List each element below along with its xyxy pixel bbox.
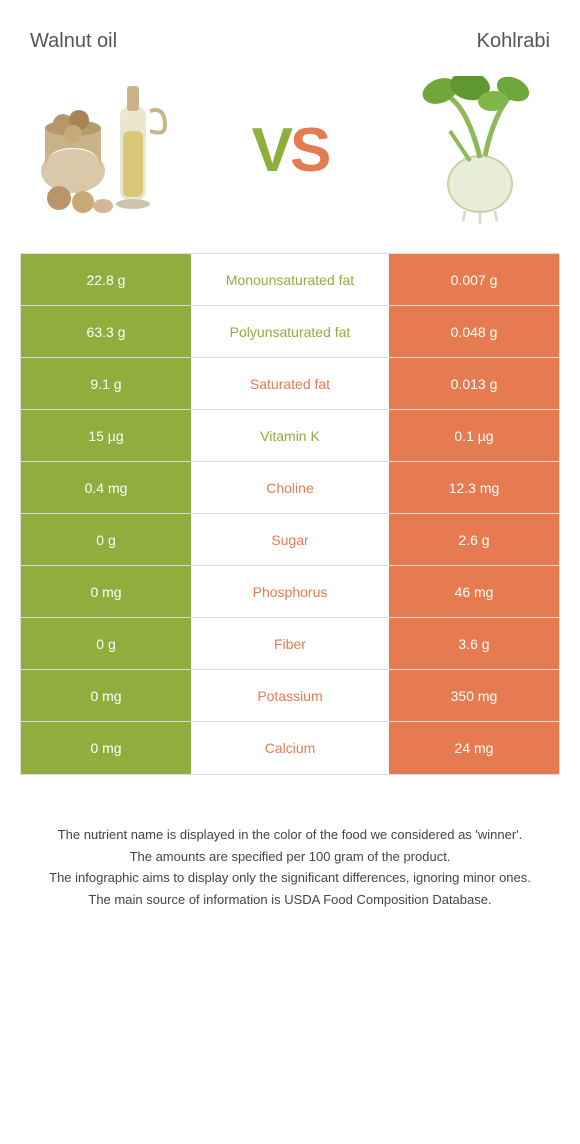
left-value: 0 g — [21, 514, 191, 565]
table-row: 0 mgPotassium350 mg — [21, 670, 559, 722]
table-row: 0.4 mgCholine12.3 mg — [21, 462, 559, 514]
nutrient-label: Saturated fat — [191, 358, 389, 409]
right-value: 0.013 g — [389, 358, 559, 409]
vs-s: S — [290, 116, 328, 185]
right-value: 24 mg — [389, 722, 559, 774]
left-value: 9.1 g — [21, 358, 191, 409]
table-row: 0 mgPhosphorus46 mg — [21, 566, 559, 618]
right-value: 46 mg — [389, 566, 559, 617]
right-value: 12.3 mg — [389, 462, 559, 513]
left-value: 0 mg — [21, 566, 191, 617]
kohlrabi-image — [395, 76, 545, 226]
nutrient-label: Polyunsaturated fat — [191, 306, 389, 357]
vs-label: VS — [252, 115, 329, 186]
table-row: 22.8 gMonounsaturated fat0.007 g — [21, 254, 559, 306]
left-value: 0.4 mg — [21, 462, 191, 513]
right-value: 0.007 g — [389, 254, 559, 305]
title-left: Walnut oil — [30, 30, 290, 53]
table-row: 0 gFiber3.6 g — [21, 618, 559, 670]
title-row: Walnut oil Kohlrabi — [20, 30, 560, 73]
nutrient-label: Calcium — [191, 722, 389, 774]
table-row: 63.3 gPolyunsaturated fat0.048 g — [21, 306, 559, 358]
left-value: 15 µg — [21, 410, 191, 461]
nutrient-label: Potassium — [191, 670, 389, 721]
left-value: 63.3 g — [21, 306, 191, 357]
nutrient-label: Monounsaturated fat — [191, 254, 389, 305]
footnotes: The nutrient name is displayed in the co… — [20, 775, 560, 909]
left-value: 0 g — [21, 618, 191, 669]
nutrient-label: Sugar — [191, 514, 389, 565]
right-value: 350 mg — [389, 670, 559, 721]
walnut-oil-image — [35, 76, 185, 226]
nutrient-label: Phosphorus — [191, 566, 389, 617]
left-value: 22.8 g — [21, 254, 191, 305]
nutrient-label: Vitamin K — [191, 410, 389, 461]
left-value: 0 mg — [21, 722, 191, 774]
footnote-line: The amounts are specified per 100 gram o… — [40, 847, 540, 867]
table-row: 0 mgCalcium24 mg — [21, 722, 559, 774]
right-value: 2.6 g — [389, 514, 559, 565]
table-row: 15 µgVitamin K0.1 µg — [21, 410, 559, 462]
right-value: 3.6 g — [389, 618, 559, 669]
title-right: Kohlrabi — [290, 30, 550, 53]
table-row: 0 gSugar2.6 g — [21, 514, 559, 566]
footnote-line: The infographic aims to display only the… — [40, 868, 540, 888]
nutrition-table: 22.8 gMonounsaturated fat0.007 g63.3 gPo… — [20, 253, 560, 775]
nutrient-label: Choline — [191, 462, 389, 513]
hero-row: VS — [20, 73, 560, 253]
left-value: 0 mg — [21, 670, 191, 721]
footnote-line: The nutrient name is displayed in the co… — [40, 825, 540, 845]
right-value: 0.048 g — [389, 306, 559, 357]
right-value: 0.1 µg — [389, 410, 559, 461]
nutrient-label: Fiber — [191, 618, 389, 669]
vs-v: V — [252, 116, 290, 185]
footnote-line: The main source of information is USDA F… — [40, 890, 540, 910]
table-row: 9.1 gSaturated fat0.013 g — [21, 358, 559, 410]
